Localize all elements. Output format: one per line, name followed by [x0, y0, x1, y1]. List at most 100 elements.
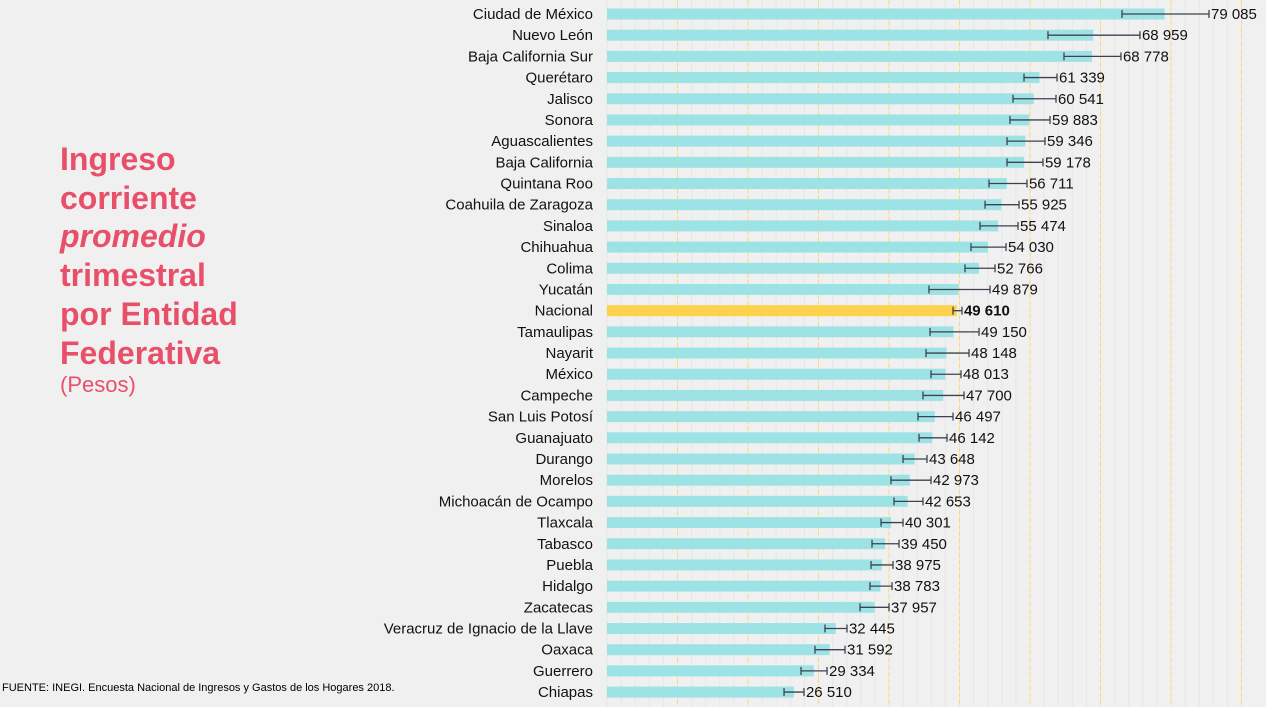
category-label: Tamaulipas [517, 324, 593, 341]
bar [607, 644, 830, 656]
value-label: 42 653 [925, 493, 971, 510]
category-label: Quintana Roo [500, 176, 593, 193]
value-label: 31 592 [847, 642, 893, 659]
bar [607, 72, 1040, 84]
value-label: 42 973 [933, 472, 979, 489]
category-label: San Luis Potosí [488, 409, 594, 426]
category-label: Campeche [520, 387, 593, 404]
category-label: Oaxaca [541, 642, 593, 659]
chart-title: Ingreso corriente promedio trimestral po… [60, 140, 238, 372]
bar [607, 368, 946, 380]
value-label: 46 497 [955, 409, 1001, 426]
category-label: Sonora [545, 112, 594, 129]
chart-units: (Pesos) [60, 372, 136, 397]
bar [607, 389, 944, 401]
bar [607, 50, 1092, 62]
value-label: 48 148 [971, 345, 1017, 362]
bar [607, 93, 1034, 105]
title-line: Ingreso [60, 141, 176, 177]
category-label: Baja California Sur [468, 48, 593, 65]
value-label: 68 778 [1123, 48, 1169, 65]
category-label: Hidalgo [542, 578, 593, 595]
bar [607, 305, 957, 317]
title-line: promedio [60, 218, 206, 255]
value-label: 29 334 [829, 663, 875, 680]
category-label: Nuevo León [512, 27, 593, 44]
value-label: 37 957 [891, 599, 937, 616]
category-label: Guerrero [533, 663, 593, 680]
category-label: Veracruz de Ignacio de la Llave [384, 621, 593, 638]
value-label: 60 541 [1058, 91, 1104, 108]
value-label: 46 142 [949, 430, 995, 447]
bar [607, 114, 1030, 126]
title-line: corriente [60, 179, 197, 216]
bar [607, 29, 1094, 41]
category-label: Tlaxcala [537, 515, 594, 532]
value-label: 59 178 [1045, 154, 1091, 171]
category-label: Coahuila de Zaragoza [445, 197, 593, 214]
category-label: Tabasco [537, 536, 593, 553]
value-label: 59 883 [1052, 112, 1098, 129]
value-label: 39 450 [901, 536, 947, 553]
value-label: 32 445 [849, 621, 895, 638]
bar [607, 495, 908, 507]
bar [607, 156, 1025, 168]
bar [607, 411, 935, 423]
value-label: 49 879 [992, 281, 1038, 298]
bar [607, 432, 933, 444]
bar [607, 262, 980, 274]
bar [607, 453, 915, 465]
bar [607, 686, 794, 698]
category-label: México [545, 366, 593, 383]
bar [607, 135, 1026, 147]
category-label: Puebla [546, 557, 593, 574]
value-label: 55 925 [1021, 197, 1067, 214]
category-label: Sinaloa [543, 218, 594, 235]
category-label: Nacional [535, 303, 593, 320]
value-label: 59 346 [1047, 133, 1093, 150]
value-label: 26 510 [806, 684, 852, 701]
bar [607, 474, 910, 486]
bar [607, 8, 1165, 20]
category-label: Colima [546, 260, 593, 277]
value-label: 49 610 [964, 303, 1010, 320]
category-label: Querétaro [525, 70, 593, 87]
value-label: 38 783 [894, 578, 940, 595]
bar [607, 601, 875, 613]
category-label: Michoacán de Ocampo [439, 493, 593, 510]
category-label: Baja California [495, 154, 593, 171]
category-label: Zacatecas [524, 599, 593, 616]
bar [607, 665, 814, 677]
value-label: 47 700 [966, 387, 1012, 404]
bar [607, 517, 892, 529]
bar [607, 283, 959, 295]
category-label: Durango [535, 451, 593, 468]
value-label: 48 013 [963, 366, 1009, 383]
title-line: Federativa [60, 334, 221, 371]
value-label: 54 030 [1008, 239, 1054, 256]
value-label: 68 959 [1142, 27, 1188, 44]
bar [607, 580, 881, 592]
bar [607, 220, 999, 232]
title-line: trimestral [60, 257, 206, 294]
source-note: FUENTE: INEGI. Encuesta Nacional de Ingr… [2, 682, 395, 694]
category-label: Chiapas [538, 684, 593, 701]
value-label: 79 085 [1211, 6, 1257, 23]
value-label: 49 150 [981, 324, 1027, 341]
bar [607, 623, 836, 635]
category-label: Chihuahua [520, 239, 593, 256]
value-label: 55 474 [1020, 218, 1066, 235]
category-label: Ciudad de México [473, 6, 593, 23]
category-label: Guanajuato [515, 430, 593, 447]
value-label: 61 339 [1059, 70, 1105, 87]
value-label: 43 648 [929, 451, 975, 468]
value-label: 56 711 [1029, 176, 1074, 193]
category-label: Jalisco [547, 91, 593, 108]
value-label: 40 301 [905, 515, 951, 532]
bar [607, 241, 988, 253]
bar [607, 178, 1007, 190]
category-label: Morelos [540, 472, 593, 489]
value-label: 38 975 [895, 557, 941, 574]
bar [607, 199, 1002, 211]
